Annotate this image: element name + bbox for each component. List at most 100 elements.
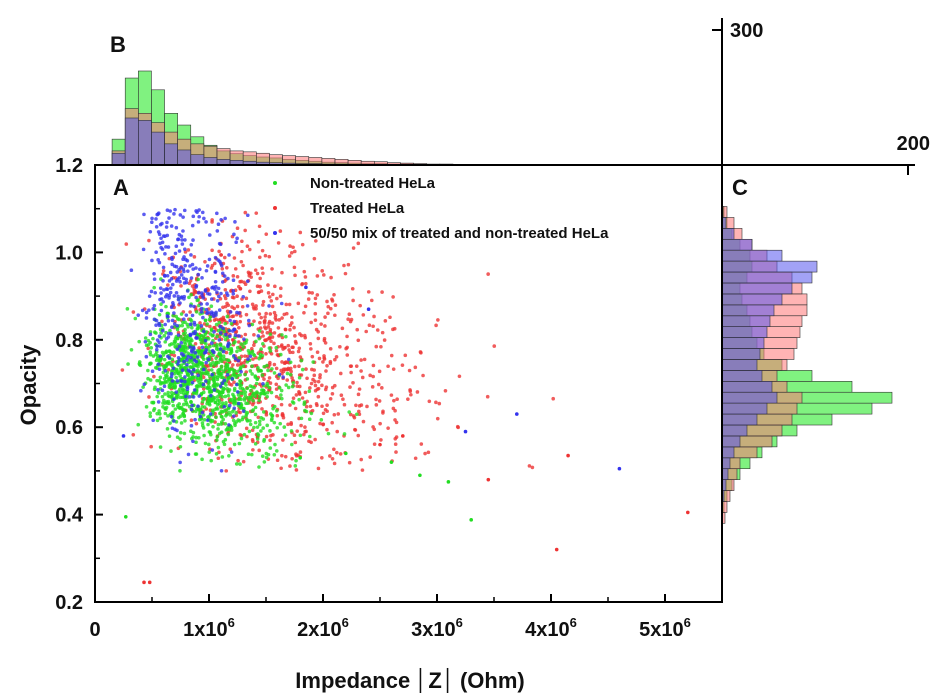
scatter-point (178, 387, 182, 391)
scatter-point (215, 382, 220, 386)
scatter-point (167, 296, 171, 300)
scatter-point (178, 430, 183, 435)
scatter-point (372, 314, 376, 319)
scatter-point (308, 386, 312, 390)
scatter-point (303, 390, 308, 395)
scatter-point (248, 369, 253, 373)
scatter-point (268, 381, 273, 385)
scatter-point (314, 327, 319, 332)
scatter-point (235, 363, 240, 367)
scatter-point (340, 326, 345, 331)
scatter-point (352, 415, 357, 420)
scatter-point (168, 290, 173, 295)
scatter-point (190, 262, 195, 267)
scatter-point (259, 315, 264, 320)
scatter-point (251, 357, 255, 361)
scatter-point (205, 418, 210, 422)
scatter-point (298, 230, 303, 235)
scatter-point (180, 368, 185, 372)
scatter-point (166, 245, 171, 249)
scatter-point (303, 304, 308, 309)
scatter-point (291, 350, 295, 355)
scatter-point (309, 381, 314, 386)
scatter-point (273, 284, 277, 289)
scatter-point (176, 356, 181, 360)
scatter-point (247, 323, 252, 328)
scatter-point (189, 253, 193, 257)
histogram-bar (203, 157, 218, 166)
scatter-point (224, 400, 228, 405)
scatter-point (379, 438, 383, 442)
scatter-point (270, 267, 274, 271)
scatter-point (195, 323, 200, 328)
scatter-point (530, 465, 535, 470)
scatter-point (198, 267, 202, 272)
scatter-point (162, 357, 167, 362)
scatter-point (188, 304, 193, 308)
scatter-point (234, 462, 239, 466)
scatter-point (272, 452, 277, 457)
scatter-point (232, 414, 236, 418)
scatter-point (274, 449, 279, 453)
scatter-point (154, 217, 158, 221)
scatter-point (686, 510, 690, 515)
scatter-point (354, 403, 358, 408)
scatter-point (304, 404, 309, 409)
scatter-point (146, 346, 150, 351)
scatter-point (183, 247, 187, 252)
scatter-point (193, 350, 198, 355)
scatter-point (456, 425, 460, 430)
legend-marker (273, 206, 277, 210)
scatter-point (131, 310, 136, 314)
scatter-point (193, 353, 198, 358)
scatter-point (157, 412, 162, 416)
scatter-point (300, 242, 305, 247)
scatter-point (281, 413, 285, 418)
scatter-point (186, 368, 191, 372)
scatter-point (303, 425, 307, 429)
histogram-bar (177, 149, 192, 166)
scatter-point (201, 367, 206, 372)
scatter-point (303, 429, 307, 434)
scatter-point (245, 434, 249, 439)
scatter-point (289, 442, 294, 447)
scatter-point (175, 317, 180, 321)
scatter-point (314, 239, 318, 243)
scatter-point (221, 305, 225, 310)
scatter-point (276, 241, 281, 245)
scatter-point (231, 278, 236, 283)
scatter-point (178, 460, 182, 465)
scatter-point (172, 419, 176, 423)
scatter-point (157, 334, 162, 339)
y-tick-label: 0.8 (55, 330, 83, 352)
scatter-point (148, 352, 153, 357)
scatter-point (252, 425, 256, 430)
scatter-point (234, 382, 239, 387)
scatter-point (186, 381, 191, 386)
scatter-point (220, 455, 225, 459)
scatter-point (154, 225, 159, 229)
scatter-point (288, 244, 292, 248)
scatter-point (413, 456, 418, 461)
scatter-point (297, 364, 301, 368)
scatter-point (298, 455, 303, 460)
scatter-point (280, 396, 284, 401)
scatter-point (172, 294, 177, 298)
scatter-point (235, 373, 240, 378)
scatter-point (335, 429, 340, 434)
scatter-point (193, 417, 197, 422)
legend-entry: Non-treated HeLa (310, 175, 436, 192)
scatter-point (181, 317, 186, 321)
scatter-point (250, 346, 254, 351)
scatter-point (125, 307, 130, 311)
scatter-point (225, 373, 230, 377)
scatter-point (172, 311, 176, 315)
scatter-point (361, 313, 366, 317)
scatter-point (272, 341, 276, 346)
scatter-point (222, 294, 227, 298)
x-tick-label: 1x106 (183, 615, 235, 641)
scatter-point (270, 304, 275, 309)
scatter-point (156, 211, 161, 215)
scatter-point (227, 423, 231, 427)
scatter-point (183, 375, 187, 379)
